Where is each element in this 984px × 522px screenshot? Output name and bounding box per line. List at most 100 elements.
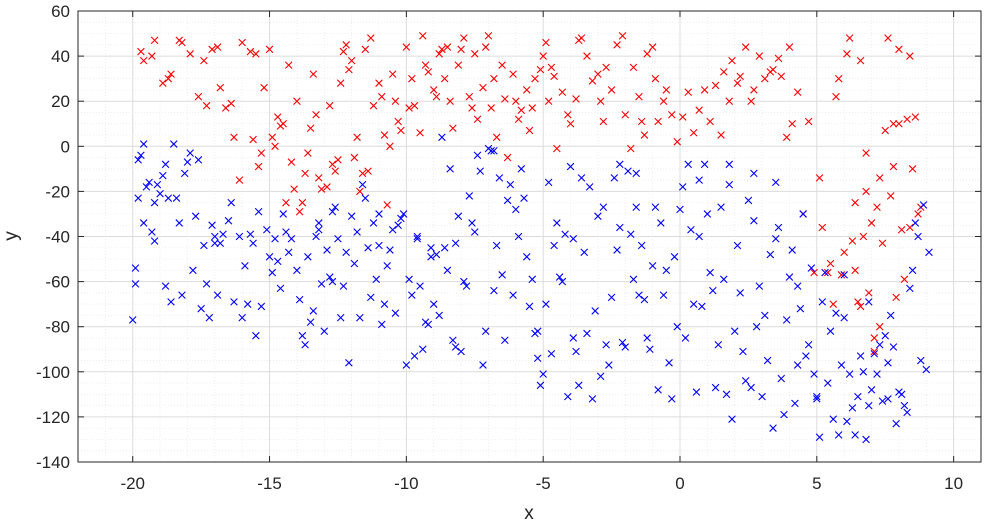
data-point xyxy=(799,210,807,218)
data-point xyxy=(139,219,148,227)
data-point xyxy=(566,162,575,171)
data-point xyxy=(640,131,649,139)
data-point xyxy=(632,203,641,211)
data-point xyxy=(197,304,205,313)
data-point xyxy=(717,131,725,139)
data-point xyxy=(408,74,416,83)
data-point xyxy=(402,361,411,369)
data-point xyxy=(804,117,813,126)
data-point xyxy=(725,97,734,105)
data-point xyxy=(862,435,870,444)
data-point xyxy=(282,228,290,236)
data-point xyxy=(911,113,920,121)
data-point xyxy=(826,259,835,268)
data-point xyxy=(536,381,545,390)
data-point xyxy=(345,65,353,74)
data-point xyxy=(539,52,547,60)
data-point xyxy=(164,74,173,83)
data-point xyxy=(509,291,517,299)
data-point xyxy=(637,241,646,250)
data-point xyxy=(659,97,668,105)
data-point xyxy=(512,205,520,214)
x-tick-label: -15 xyxy=(257,474,282,493)
data-point xyxy=(706,117,714,126)
data-point xyxy=(722,390,731,399)
data-point xyxy=(596,97,605,105)
data-point xyxy=(388,70,397,78)
data-point xyxy=(602,63,610,72)
data-point xyxy=(522,86,531,94)
data-point xyxy=(490,74,498,83)
data-point xyxy=(208,221,216,230)
data-point xyxy=(514,115,523,124)
data-point xyxy=(257,302,266,311)
data-point xyxy=(700,86,709,94)
data-point xyxy=(851,431,859,439)
data-point xyxy=(364,243,372,252)
data-point xyxy=(408,291,416,299)
data-point xyxy=(635,291,643,299)
data-point xyxy=(202,101,211,110)
data-point xyxy=(859,368,868,376)
data-point xyxy=(788,246,796,254)
data-point xyxy=(342,248,350,257)
data-point xyxy=(254,162,263,171)
data-point xyxy=(238,313,246,322)
data-point xyxy=(230,298,238,306)
data-point xyxy=(845,370,854,378)
y-tick-label: 40 xyxy=(51,47,70,66)
data-point xyxy=(632,169,641,178)
data-point xyxy=(564,392,572,401)
series-1 xyxy=(137,32,925,356)
data-point xyxy=(440,243,449,252)
data-point xyxy=(315,174,323,182)
data-point xyxy=(183,158,192,166)
data-point xyxy=(309,70,318,78)
data-point xyxy=(761,311,769,320)
data-point xyxy=(150,36,159,45)
data-point xyxy=(279,210,288,218)
y-tick-label: -80 xyxy=(45,318,70,337)
x-tick-label: 0 xyxy=(675,474,684,493)
data-point xyxy=(263,225,271,234)
data-point xyxy=(156,189,164,198)
data-point xyxy=(703,210,712,218)
data-point xyxy=(823,379,832,387)
data-point xyxy=(875,322,884,331)
data-point xyxy=(304,253,312,261)
data-point xyxy=(544,97,553,105)
data-point xyxy=(380,131,389,139)
data-point xyxy=(454,61,463,69)
data-point xyxy=(293,266,301,275)
data-point xyxy=(353,228,361,236)
data-point xyxy=(736,72,744,81)
data-point xyxy=(613,41,621,49)
data-point xyxy=(148,228,156,236)
data-point xyxy=(153,180,162,189)
data-point xyxy=(186,149,194,157)
data-point xyxy=(252,50,260,58)
y-axis-label: y xyxy=(1,231,22,241)
data-point xyxy=(895,119,903,128)
data-point xyxy=(161,282,170,290)
data-point xyxy=(211,232,219,241)
data-point xyxy=(914,210,922,218)
data-point xyxy=(889,119,898,128)
data-point xyxy=(438,133,446,142)
data-point xyxy=(284,248,293,257)
data-point xyxy=(834,74,843,83)
data-point xyxy=(908,165,917,173)
data-point xyxy=(249,239,257,248)
data-point xyxy=(328,160,337,169)
data-point xyxy=(367,293,375,302)
data-point xyxy=(605,361,613,369)
data-point xyxy=(906,284,914,293)
data-point xyxy=(484,32,493,40)
data-point xyxy=(758,392,766,401)
data-point xyxy=(878,239,887,248)
data-point xyxy=(777,374,786,383)
data-point xyxy=(588,77,597,85)
data-point xyxy=(854,298,862,306)
data-point xyxy=(377,320,386,329)
data-point xyxy=(492,241,501,250)
